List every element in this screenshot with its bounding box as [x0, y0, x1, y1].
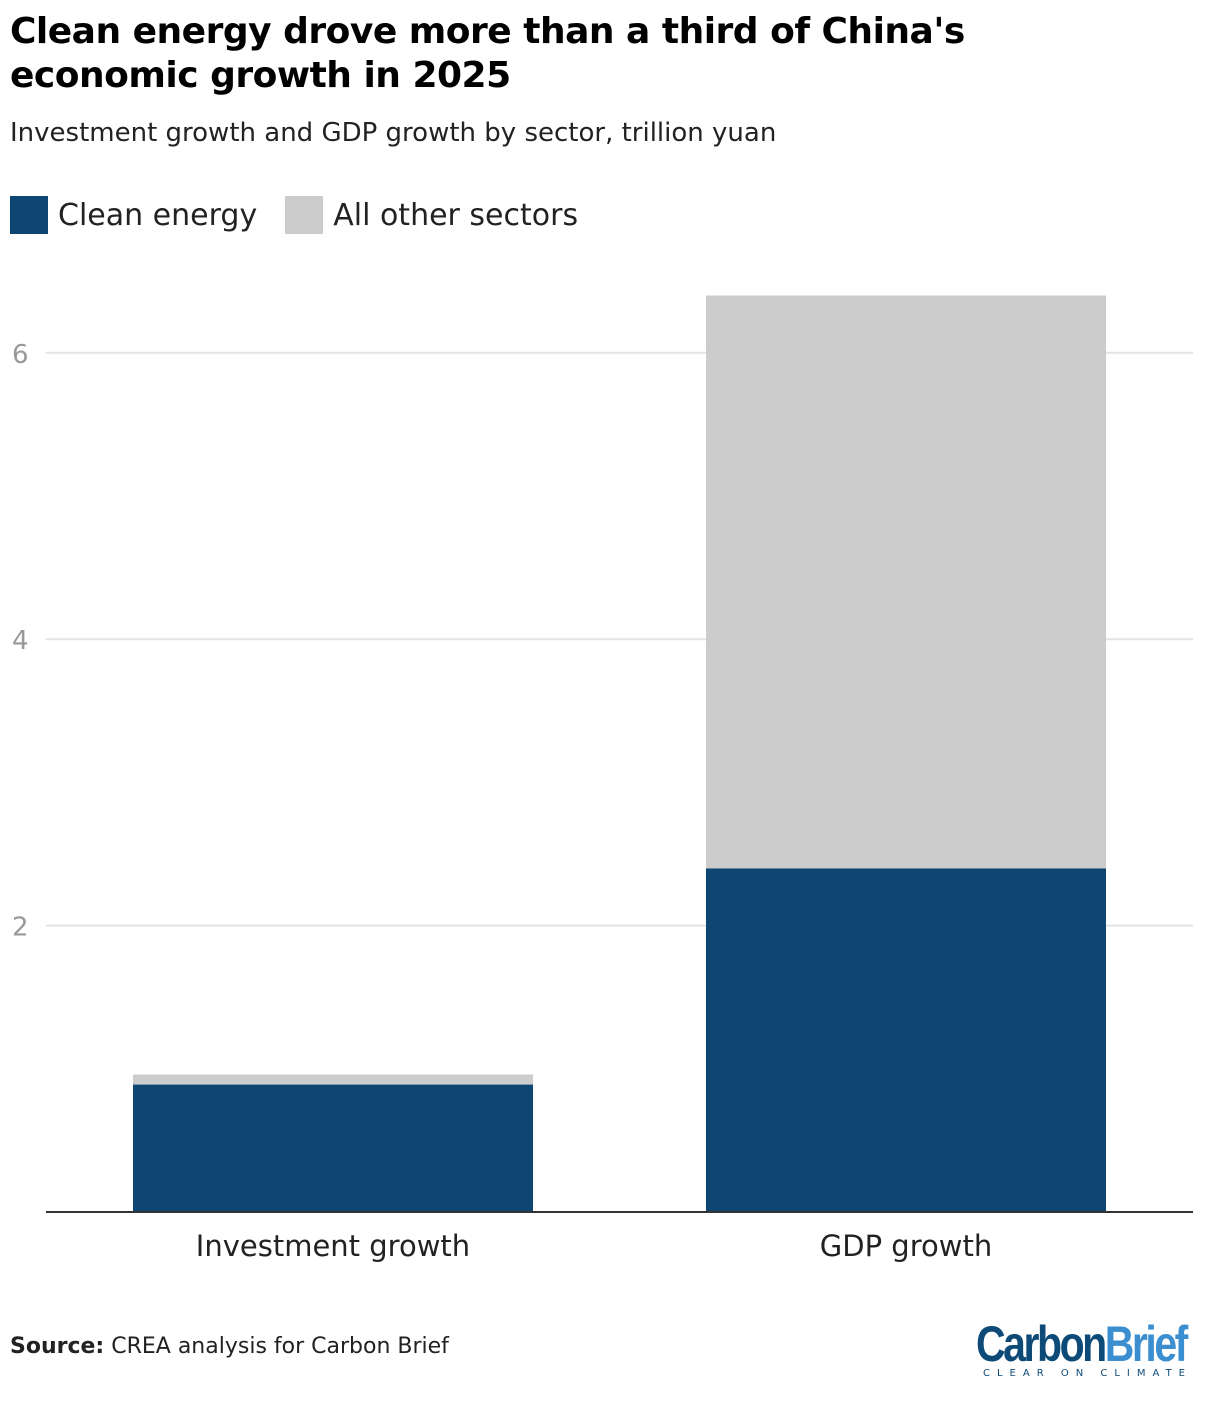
legend-label: All other sectors [333, 197, 579, 233]
chart-title: Clean energy drove more than a third of … [10, 11, 965, 96]
y-tick-label: 6 [12, 340, 29, 370]
legend-label: Clean energy [58, 197, 258, 233]
x-tick-label: GDP growth [820, 1229, 992, 1263]
logo-part2: Brief [1104, 1316, 1189, 1372]
legend: Clean energy All other sectors [10, 196, 606, 234]
logo-part1: Carbon [976, 1316, 1107, 1372]
y-tick-label: 4 [12, 626, 29, 656]
source-text: CREA analysis for Carbon Brief [111, 1334, 449, 1359]
legend-item-clean-energy: Clean energy [10, 196, 257, 234]
y-tick-label: 2 [12, 913, 29, 943]
source-note: Source: CREA analysis for Carbon Brief [10, 1334, 449, 1359]
legend-item-other-sectors: All other sectors [285, 196, 578, 234]
chart-area: 2 4 6 Investment growth GDP growth [12, 295, 1193, 1263]
chart-subtitle: Investment growth and GDP growth by sect… [10, 118, 777, 148]
carbon-brief-logo: CarbonBrief CLEAR ON CLIMATE [976, 1319, 1196, 1379]
bar-other-sectors [706, 295, 1106, 869]
logo-tagline: CLEAR ON CLIMATE [983, 1368, 1192, 1379]
x-tick-label: Investment growth [196, 1229, 470, 1263]
bar-clean-energy [133, 1084, 533, 1212]
bar-other-sectors [133, 1074, 533, 1085]
legend-swatch-clean-energy [10, 196, 48, 234]
source-label: Source: [10, 1334, 105, 1359]
bar-clean-energy [706, 868, 1106, 1212]
legend-swatch-other-sectors [285, 196, 324, 234]
